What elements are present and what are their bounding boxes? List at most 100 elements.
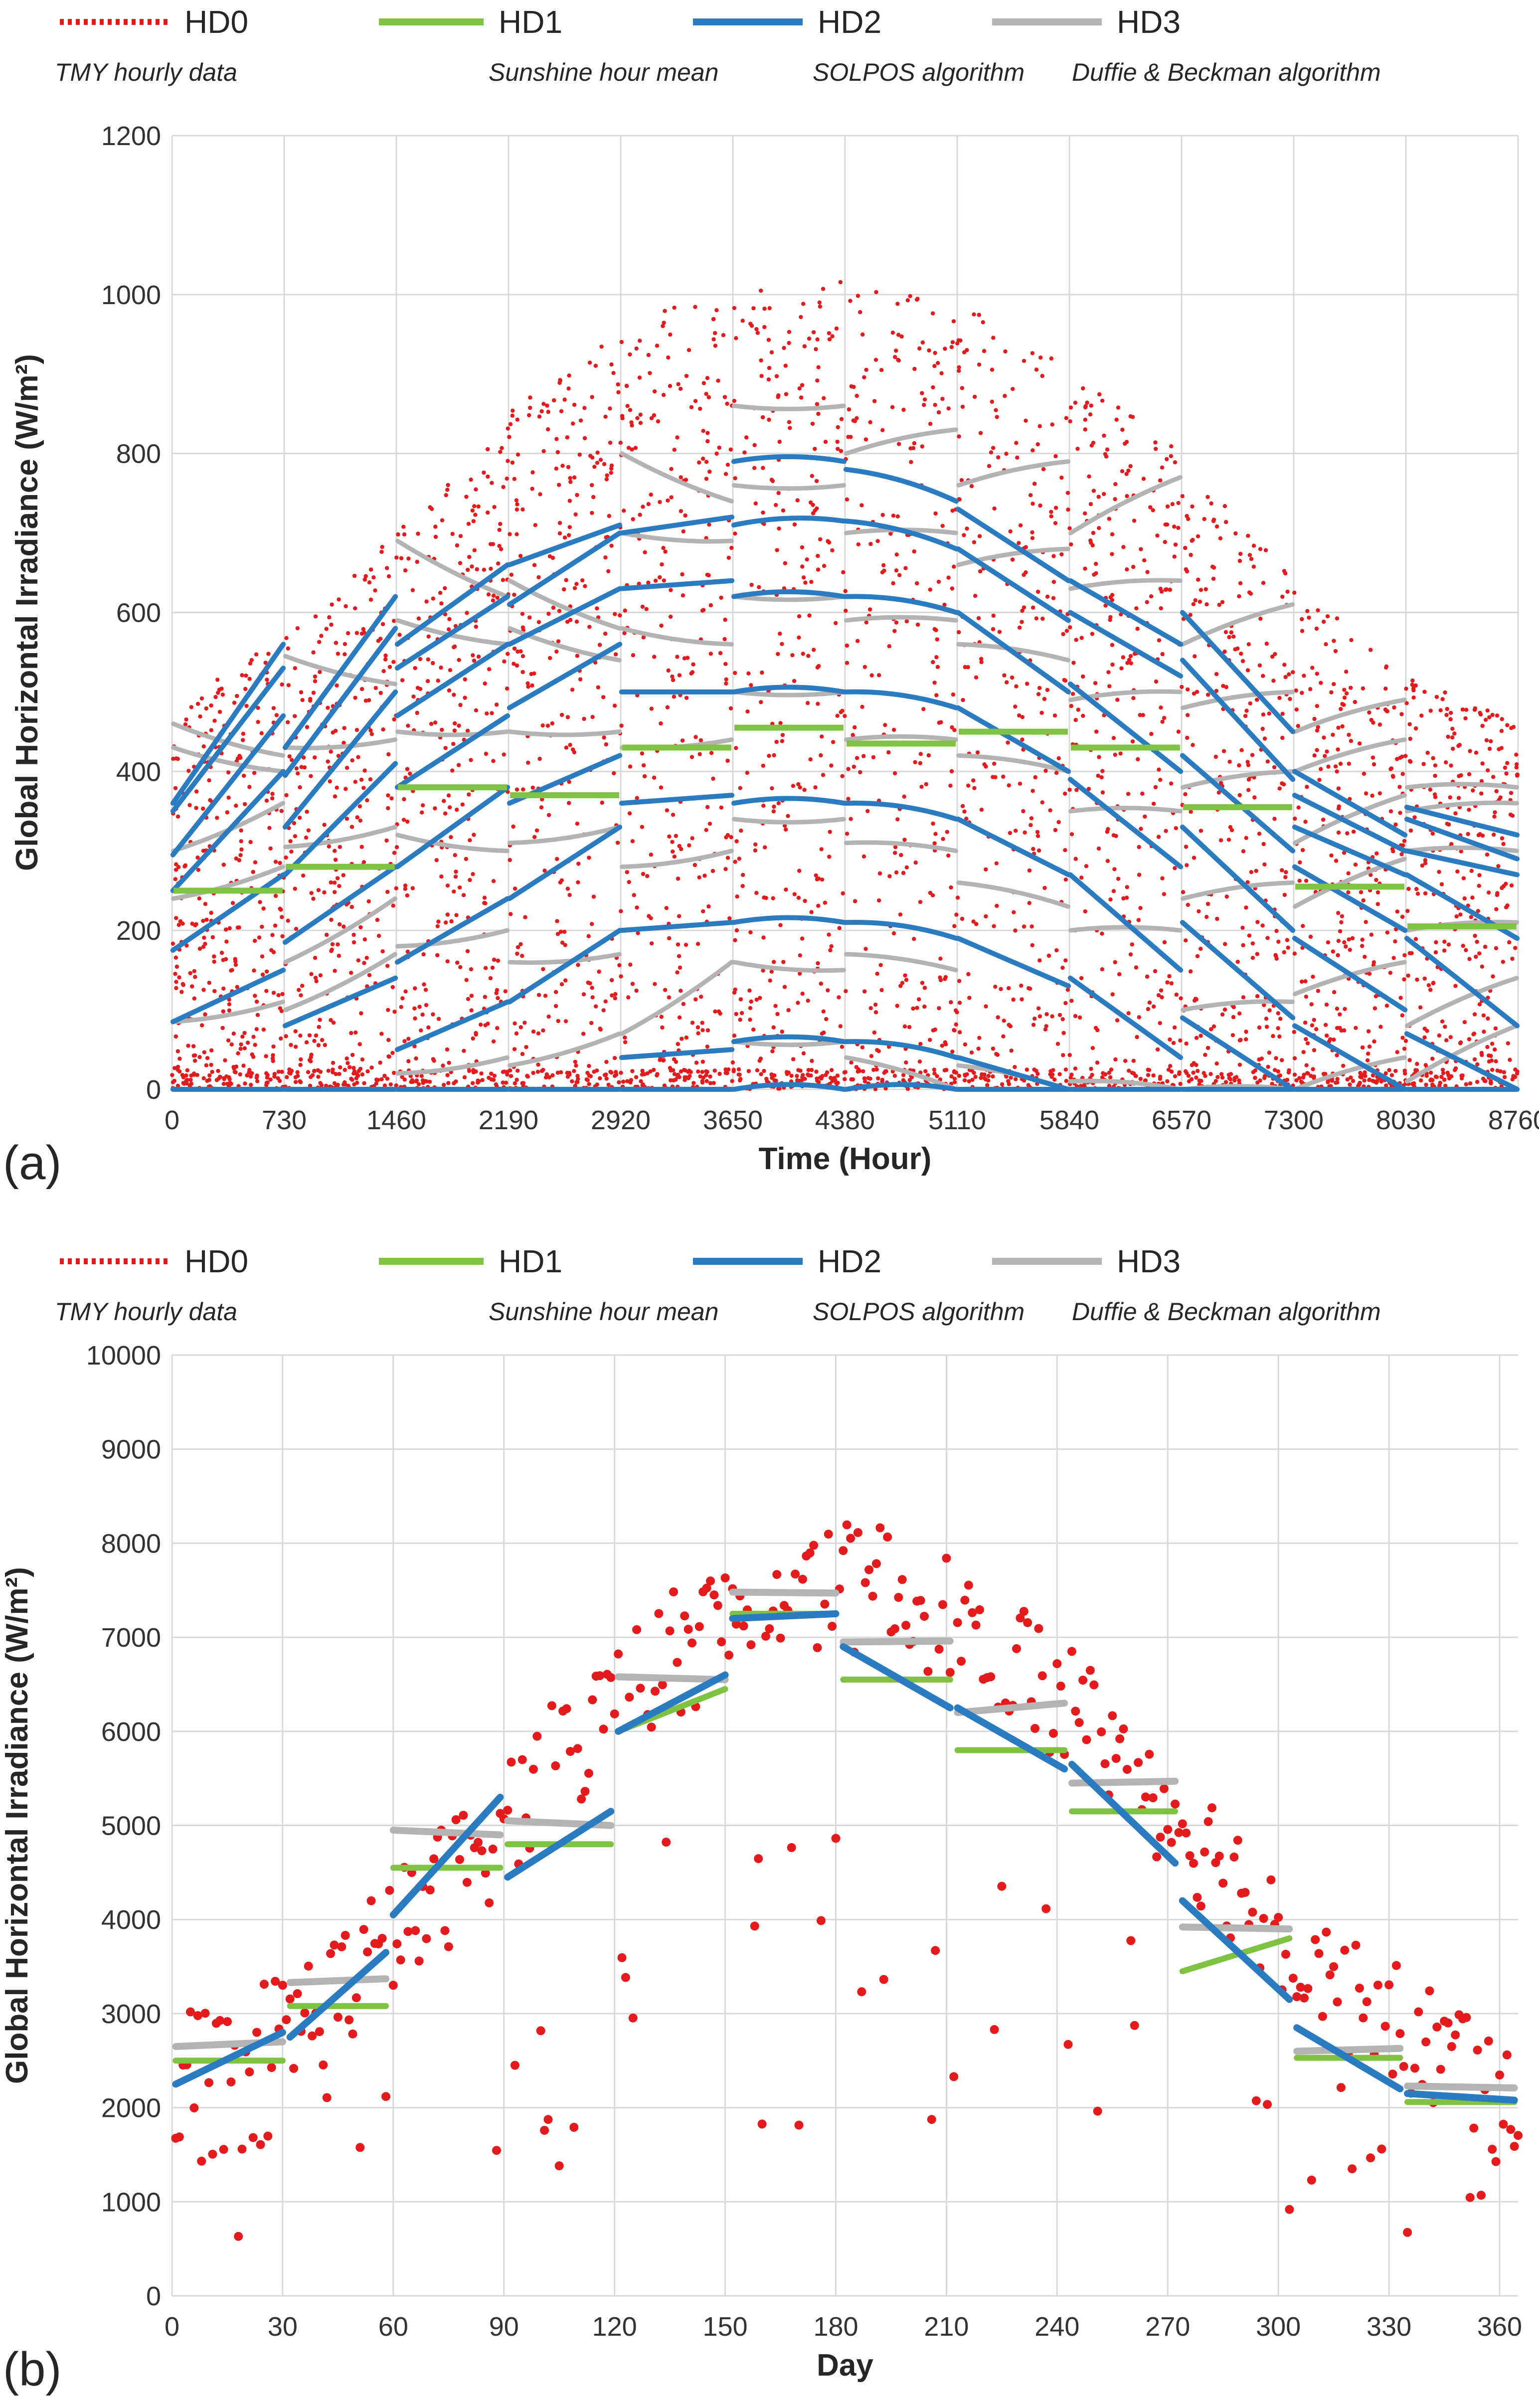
hd0-point [967, 1079, 972, 1084]
hd0-point [351, 1993, 361, 2003]
x-tick-label: 360 [1477, 2312, 1522, 2342]
hd0-point [1051, 580, 1056, 584]
hd0-point [531, 1070, 535, 1075]
hd0-point [465, 949, 470, 954]
hd0-point [691, 1081, 696, 1085]
hd0-point [832, 1076, 837, 1080]
hd0-point [805, 701, 810, 705]
hd0-point [1418, 1005, 1423, 1010]
hd0-point [1304, 1063, 1309, 1067]
hd0-point [1237, 558, 1242, 563]
hd0-point [431, 661, 435, 666]
hd0-point [462, 1048, 466, 1053]
hd0-point [171, 1080, 175, 1084]
hd0-point [555, 932, 560, 936]
hd0-point [455, 960, 460, 965]
hd0-point [254, 999, 259, 1004]
hd0-point [738, 786, 743, 790]
hd0-point [1403, 1038, 1408, 1043]
hd0-point [1115, 1018, 1120, 1023]
hd0-point [528, 395, 532, 400]
hd3-curve [395, 833, 510, 854]
hd0-point [1442, 1077, 1447, 1082]
hd0-point [378, 690, 383, 695]
hd0-point [326, 1068, 331, 1073]
hd0-point [978, 431, 983, 435]
hd0-point [1487, 715, 1492, 719]
hd0-point [799, 315, 803, 320]
hd0-point [1066, 508, 1070, 512]
hd0-point [1483, 944, 1488, 949]
hd0-point [1171, 1799, 1180, 1809]
hd0-point [840, 774, 845, 779]
hd0-point [1079, 875, 1084, 880]
hd0-point [492, 2146, 501, 2155]
hd0-point [401, 524, 406, 529]
hd0-point [210, 935, 215, 940]
hd2-egments-segment [389, 1793, 504, 1918]
hd0-point [641, 635, 646, 640]
hd0-point [1211, 1024, 1216, 1029]
hd0-point [1126, 792, 1131, 796]
hd2-curve [394, 785, 511, 869]
hd0-point [385, 1076, 390, 1081]
hd0-point [1414, 2007, 1423, 2017]
hd0-point [1120, 469, 1125, 474]
hd0-point [621, 1079, 626, 1084]
hd0-point [903, 566, 908, 570]
hd0-point [976, 616, 981, 621]
hd0-point [834, 621, 838, 626]
hd0-point [1369, 932, 1373, 937]
hd0-point [769, 350, 774, 354]
hd0-point [1466, 832, 1470, 837]
hd0-point [368, 777, 373, 782]
hd0-point [264, 969, 269, 974]
hd0-point [1146, 1073, 1151, 1077]
hd0-point [671, 849, 675, 854]
hd0-point [1408, 736, 1412, 741]
hd0-point [366, 1896, 376, 1905]
hd0-point [313, 976, 318, 980]
hd0-point [1443, 2018, 1453, 2028]
hd0-point [509, 1074, 513, 1078]
hd0-point [962, 1078, 967, 1083]
hd0-point [1106, 670, 1111, 675]
hd0-point [1030, 502, 1035, 506]
hd0-point [590, 395, 594, 399]
hd0-point [631, 517, 635, 521]
hd0-point [637, 375, 642, 380]
hd0-point [880, 1077, 885, 1082]
hd0-point [469, 477, 473, 482]
hd0-point [566, 465, 571, 470]
hd0-point [1332, 1037, 1336, 1042]
hd0-point [173, 1034, 178, 1039]
hd2-curve [1292, 936, 1408, 1013]
hd0-point [1430, 831, 1435, 836]
hd0-point [979, 657, 984, 661]
hd0-point [1096, 846, 1101, 851]
hd0-point [567, 525, 572, 529]
hd0-point [706, 573, 711, 578]
hd0-point [1115, 697, 1120, 702]
hd0-point [1065, 988, 1070, 992]
hd0-point [184, 717, 188, 722]
hd0-point [903, 973, 907, 978]
hd0-point [759, 700, 763, 704]
hd0-point [904, 619, 909, 624]
hd0-point [993, 985, 998, 989]
hd0-point [487, 667, 492, 672]
hd0-point [350, 758, 354, 763]
hd0-point [1147, 1000, 1152, 1005]
hd0-point [1292, 1030, 1296, 1034]
hd0-point [1178, 1038, 1183, 1043]
hd0-point [1213, 1079, 1218, 1083]
hd0-point [1276, 939, 1281, 944]
hd0-point [421, 1081, 425, 1085]
hd0-point [655, 1072, 660, 1076]
hd0-point [1341, 1063, 1346, 1068]
hd3-curve [1404, 782, 1520, 790]
hd0-point [635, 796, 639, 800]
hd0-point [382, 1073, 387, 1078]
hd2-curve [1180, 1015, 1296, 1092]
hd0-point [1037, 686, 1042, 690]
